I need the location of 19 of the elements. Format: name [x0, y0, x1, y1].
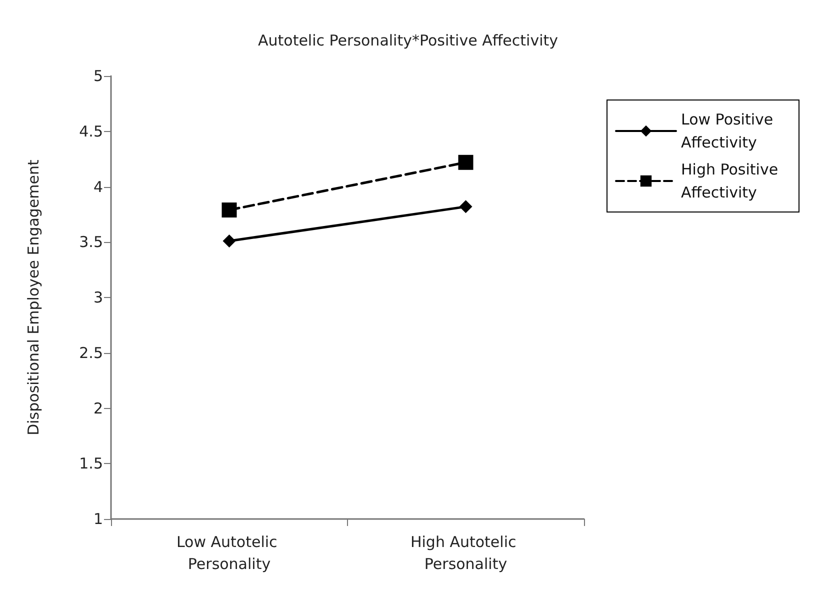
- y-tick-label: 4: [93, 178, 103, 196]
- y-tick-label: 2: [93, 399, 103, 418]
- y-tick-label: 3.5: [79, 233, 103, 252]
- y-axis-title: Dispositional Employee Engagement: [24, 159, 42, 436]
- point: [222, 202, 237, 218]
- legend-label: High Positive Affectivity: [681, 160, 783, 202]
- point: [459, 200, 472, 214]
- y-tick-label: 1: [93, 510, 103, 528]
- y-tick-label: 3: [93, 288, 103, 306]
- point: [222, 234, 236, 248]
- point: [458, 154, 474, 170]
- chart-title: Autotelic Personality*Positive Affectivity: [258, 32, 558, 50]
- y-tick-label: 1.5: [79, 454, 103, 473]
- y-tick-label: 5: [93, 67, 103, 85]
- x-tick-label: High Autotelic Personality: [410, 533, 522, 573]
- y-tick-label: 2.5: [79, 344, 103, 362]
- x-tick-label: Low Autotelic Personality: [176, 533, 282, 573]
- legend-label: Low Positive Affectivity: [681, 110, 778, 152]
- y-tick-label: 4.5: [79, 122, 103, 140]
